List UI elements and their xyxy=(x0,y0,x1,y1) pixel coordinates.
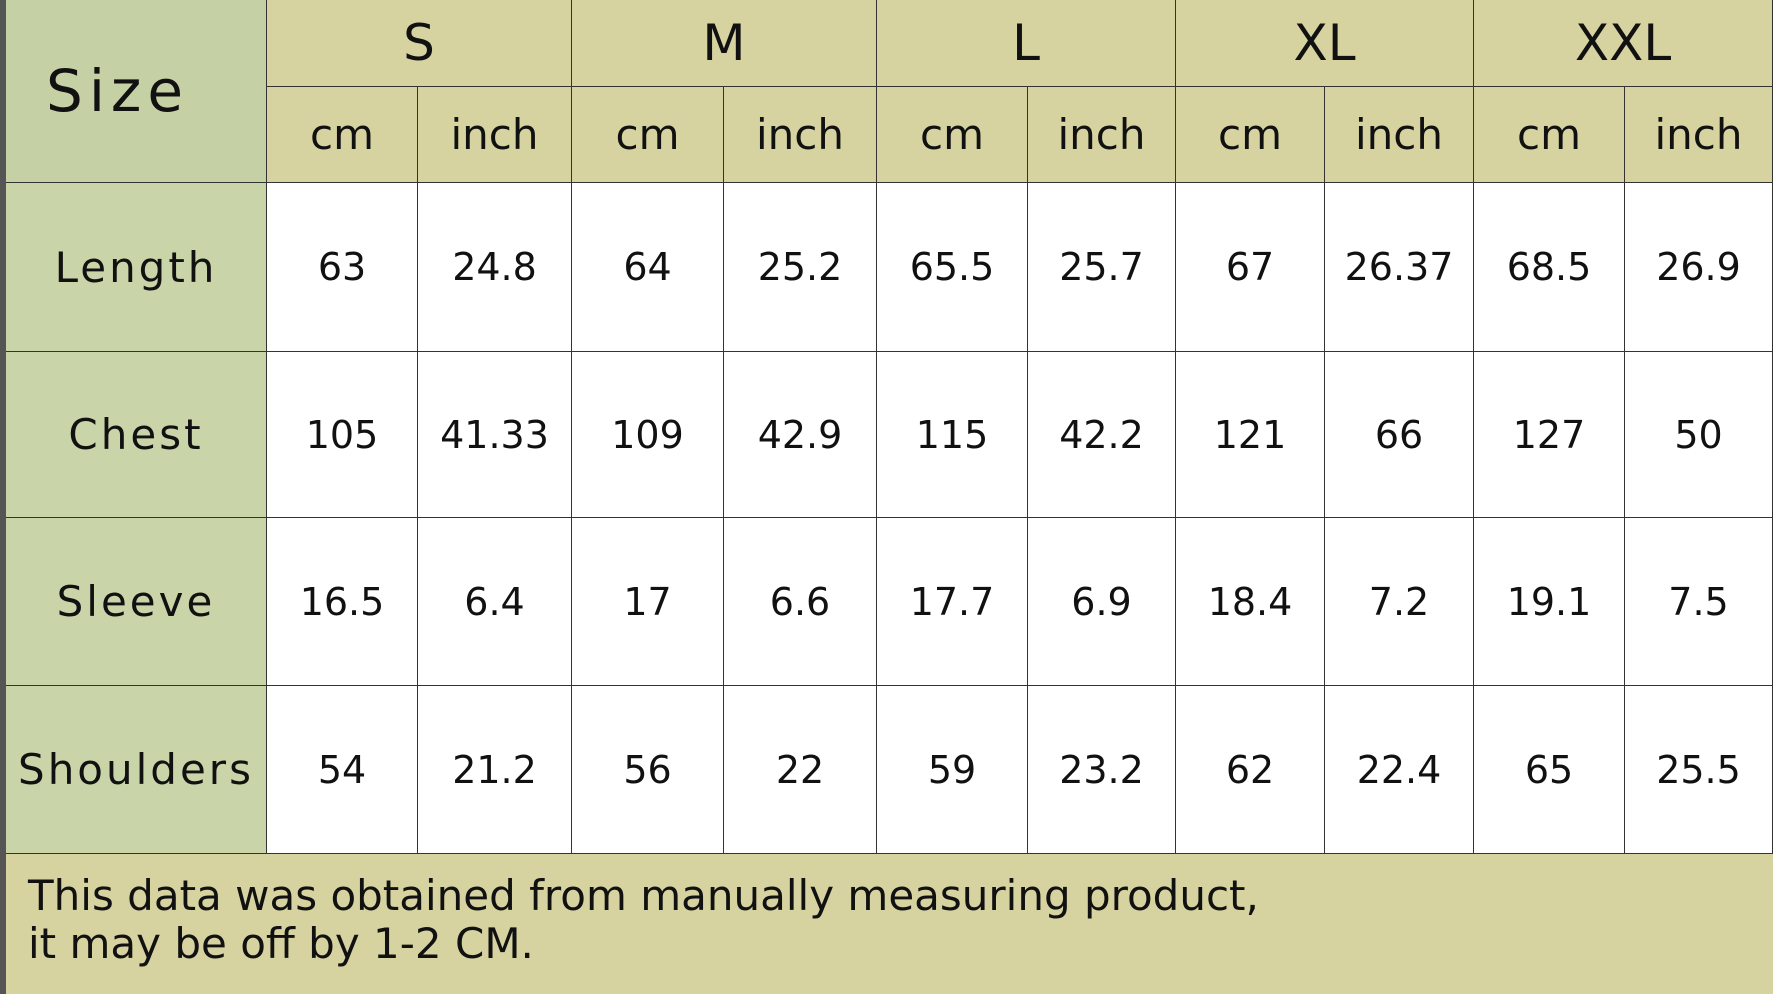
measurement: 16.5 xyxy=(267,518,418,686)
footer-line: This data was obtained from manually mea… xyxy=(28,871,1259,920)
measurement: 6.9 xyxy=(1028,518,1176,686)
unit-header: inch xyxy=(1325,87,1474,183)
size-header: XXL xyxy=(1474,0,1773,87)
unit-header: inch xyxy=(724,87,877,183)
unit-header: inch xyxy=(418,87,572,183)
measurement: 65 xyxy=(1474,686,1625,854)
measurement: 66 xyxy=(1325,352,1474,518)
measurement: 24.8 xyxy=(418,183,572,352)
measurement: 64 xyxy=(572,183,724,352)
measurement: 21.2 xyxy=(418,686,572,854)
unit-header: cm xyxy=(267,87,418,183)
measurement: 6.4 xyxy=(418,518,572,686)
measurement: 121 xyxy=(1176,352,1325,518)
measurement: 42.2 xyxy=(1028,352,1176,518)
unit-header: cm xyxy=(1176,87,1325,183)
unit-header: inch xyxy=(1625,87,1773,183)
measurement: 105 xyxy=(267,352,418,518)
measurement: 41.33 xyxy=(418,352,572,518)
measurement: 56 xyxy=(572,686,724,854)
measurement: 19.1 xyxy=(1474,518,1625,686)
unit-header: cm xyxy=(877,87,1028,183)
measurement: 50 xyxy=(1625,352,1773,518)
measurement: 17.7 xyxy=(877,518,1028,686)
measurement: 42.9 xyxy=(724,352,877,518)
measurement: 54 xyxy=(267,686,418,854)
size-header: L xyxy=(877,0,1176,87)
measurement: 17 xyxy=(572,518,724,686)
footer-line: it may be off by 1-2 CM. xyxy=(28,919,534,968)
measurement: 26.37 xyxy=(1325,183,1474,352)
measurement: 127 xyxy=(1474,352,1625,518)
row-label: Shoulders xyxy=(6,686,267,854)
measurement: 18.4 xyxy=(1176,518,1325,686)
measurement: 25.2 xyxy=(724,183,877,352)
left-border xyxy=(0,0,6,994)
measurement: 65.5 xyxy=(877,183,1028,352)
unit-header: inch xyxy=(1028,87,1176,183)
size-header: M xyxy=(572,0,877,87)
measurement: 6.6 xyxy=(724,518,877,686)
measurement: 7.2 xyxy=(1325,518,1474,686)
unit-header: cm xyxy=(1474,87,1625,183)
row-label: Chest xyxy=(6,352,267,518)
size-header: S xyxy=(267,0,572,87)
corner-label: Size xyxy=(6,0,267,183)
unit-header: cm xyxy=(572,87,724,183)
row-label: Length xyxy=(6,183,267,352)
measurement: 62 xyxy=(1176,686,1325,854)
measurement: 23.2 xyxy=(1028,686,1176,854)
measurement: 7.5 xyxy=(1625,518,1773,686)
measurement: 22 xyxy=(724,686,877,854)
measurement: 67 xyxy=(1176,183,1325,352)
measurement: 115 xyxy=(877,352,1028,518)
measurement: 26.9 xyxy=(1625,183,1773,352)
measurement: 63 xyxy=(267,183,418,352)
footer: This data was obtained from manually mea… xyxy=(6,854,1773,994)
measurement: 22.4 xyxy=(1325,686,1474,854)
row-label: Sleeve xyxy=(6,518,267,686)
size-header: XL xyxy=(1176,0,1474,87)
measurement: 68.5 xyxy=(1474,183,1625,352)
measurement: 59 xyxy=(877,686,1028,854)
measurement: 25.7 xyxy=(1028,183,1176,352)
measurement: 109 xyxy=(572,352,724,518)
measurement: 25.5 xyxy=(1625,686,1773,854)
